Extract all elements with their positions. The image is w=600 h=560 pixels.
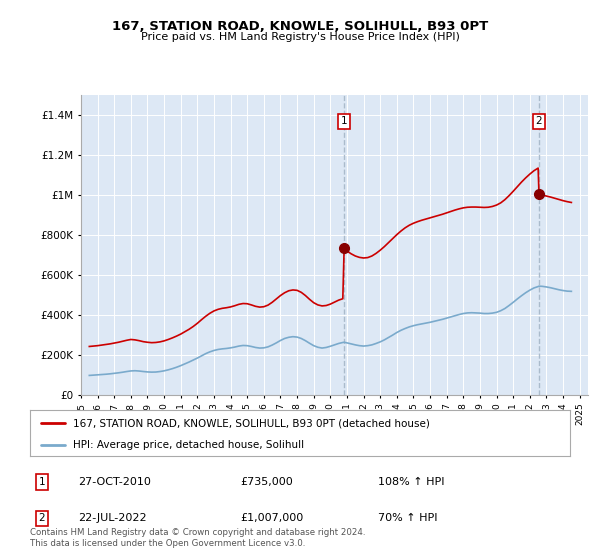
Text: £1,007,000: £1,007,000: [240, 514, 303, 524]
Text: 167, STATION ROAD, KNOWLE, SOLIHULL, B93 0PT: 167, STATION ROAD, KNOWLE, SOLIHULL, B93…: [112, 20, 488, 32]
Text: 167, STATION ROAD, KNOWLE, SOLIHULL, B93 0PT (detached house): 167, STATION ROAD, KNOWLE, SOLIHULL, B93…: [73, 418, 430, 428]
Text: 1: 1: [341, 116, 347, 126]
Text: 108% ↑ HPI: 108% ↑ HPI: [378, 477, 445, 487]
Text: £735,000: £735,000: [240, 477, 293, 487]
Text: HPI: Average price, detached house, Solihull: HPI: Average price, detached house, Soli…: [73, 440, 304, 450]
Text: Price paid vs. HM Land Registry's House Price Index (HPI): Price paid vs. HM Land Registry's House …: [140, 32, 460, 43]
Text: 70% ↑ HPI: 70% ↑ HPI: [378, 514, 437, 524]
Text: 2: 2: [536, 116, 542, 126]
Text: 2: 2: [38, 514, 46, 524]
Text: 22-JUL-2022: 22-JUL-2022: [78, 514, 146, 524]
Text: Contains HM Land Registry data © Crown copyright and database right 2024.
This d: Contains HM Land Registry data © Crown c…: [30, 528, 365, 548]
Text: 27-OCT-2010: 27-OCT-2010: [78, 477, 151, 487]
Text: 1: 1: [38, 477, 46, 487]
